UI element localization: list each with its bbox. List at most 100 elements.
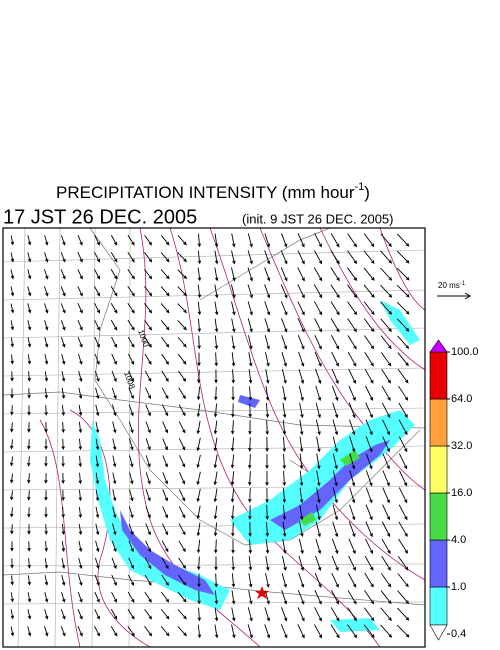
wind-arrow [10,422,14,433]
wind-arrow [315,555,322,572]
wind-arrow [196,488,201,503]
wind-arrow [27,269,32,280]
wind-arrow [330,624,340,639]
wind-arrow [365,470,373,487]
wind-arrow [161,540,169,553]
wind-arrow [396,250,410,264]
wind-arrow [161,523,169,536]
wind-arrow [94,336,100,348]
wind-arrow [61,523,66,536]
wind-arrow [348,521,356,538]
wind-arrow [231,624,236,639]
wind-arrow [145,421,151,434]
wind-arrow [197,267,202,282]
wind-arrow [230,454,235,469]
wind-arrow [128,506,134,519]
wind-arrow [197,607,202,622]
wind-arrow [380,318,392,332]
wind-arrow [129,438,134,451]
wind-arrow [347,351,357,367]
colorbar-tick-label: 4.0 [451,534,466,546]
wind-arrow [214,624,219,639]
wind-arrow [162,455,168,468]
wind-arrow [281,351,288,367]
wind-arrow [347,301,358,316]
wind-arrow [349,453,356,470]
wind-arrow [160,235,170,246]
wind-arrow [94,269,101,280]
map: 1000 1008 [2,227,426,648]
wind-arrow [398,504,408,521]
wind-arrow [214,386,218,401]
wind-arrow [61,506,65,519]
wind-arrow [145,506,151,519]
wind-arrow [398,402,408,418]
wind-arrow [297,250,305,265]
wind-arrow [231,556,235,571]
wind-arrow [230,437,235,452]
wind-arrow [299,470,304,487]
wind-arrow [110,625,118,637]
wind-arrow [10,558,14,569]
wind-arrow [9,490,14,501]
wind-arrow [10,235,15,246]
wind-arrow [348,538,356,555]
wind-arrow [177,336,187,348]
wind-arrow [297,233,305,248]
wind-arrow [363,318,375,333]
wind-arrow [265,521,270,537]
wind-arrow [214,267,219,282]
wind-arrow [10,269,15,280]
wind-arrow [214,590,219,605]
wind-arrow [248,454,252,469]
wind-arrow [299,453,304,470]
wind-arrow [214,233,219,248]
wind-arrow [281,335,288,350]
wind-arrow [380,352,392,367]
wind-arrow [110,269,118,280]
wind-arrow [382,504,390,521]
wind-arrow [330,233,340,248]
wind-arrow [396,624,410,638]
wind-arrow [265,369,270,384]
wind-arrow [347,318,357,333]
wind-arrow [27,575,32,586]
wind-arrow [44,388,49,399]
wind-arrow [111,591,117,603]
wind-arrow [10,524,14,535]
wind-arrow [111,370,117,383]
wind-arrow [298,572,305,588]
wind-arrow [331,590,340,605]
wind-arrow [349,436,356,453]
wind-arrow [214,335,219,350]
wind-arrow [94,234,100,246]
wind-arrow [44,286,49,297]
wind-arrow [196,386,201,401]
wind-arrow [332,487,338,504]
location-marker [255,586,269,599]
wind-arrow [128,370,134,383]
wind-arrow [380,573,392,588]
wind-arrow [280,267,288,282]
wind-arrow [382,470,390,487]
wind-arrow [9,439,14,450]
wind-arrow [127,574,135,586]
wind-arrow [365,419,373,436]
title-exponent: -1 [355,181,365,193]
wind-arrow [112,489,117,502]
wind-arrow [214,284,219,299]
wind-arrow [144,234,152,246]
wind-arrow [178,404,186,417]
wind-arrow [27,524,31,535]
wind-arrow [112,472,117,485]
wind-arrow [363,284,375,298]
wind-arrow [44,575,49,586]
wind-arrow [77,269,83,280]
colorbar: 0.4 1.0 4.0 16.0 32.0 64.0 100.0 [429,339,479,641]
wind-arrow [264,318,271,333]
wind-arrow [231,403,235,418]
wind-arrow [299,402,304,419]
wind-arrow [44,269,49,280]
wind-arrow [196,437,201,452]
